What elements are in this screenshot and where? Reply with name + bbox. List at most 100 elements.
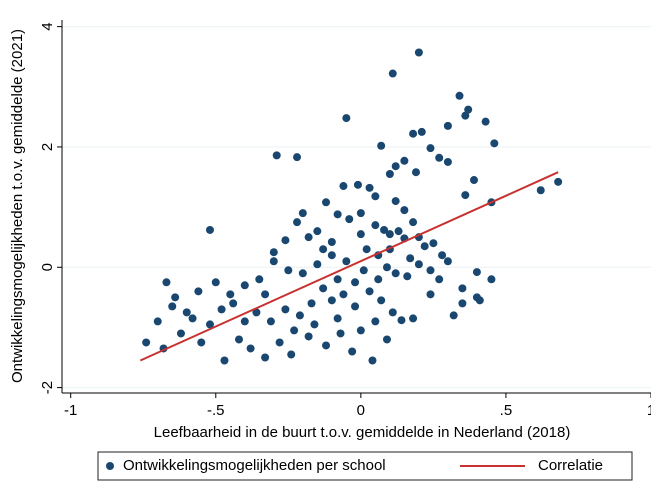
scatter-point	[391, 269, 400, 278]
scatter-point	[269, 257, 278, 266]
scatter-point	[435, 153, 444, 162]
scatter-point	[385, 170, 394, 179]
scatter-point	[472, 268, 481, 277]
scatter-point	[188, 314, 197, 323]
scatter-point	[371, 221, 380, 230]
scatter-point	[261, 353, 270, 362]
scatter-point	[426, 290, 435, 299]
scatter-point	[464, 105, 473, 114]
scatter-point	[426, 144, 435, 153]
scatter-point	[356, 326, 365, 335]
scatter-point	[313, 227, 322, 236]
scatter-point	[211, 278, 220, 287]
scatter-point	[162, 278, 171, 287]
scatter-point	[461, 191, 470, 200]
scatter-point	[339, 182, 348, 191]
scatter-point	[388, 308, 397, 317]
scatter-point	[426, 266, 435, 275]
scatter-point	[287, 350, 296, 359]
scatter-point	[371, 192, 380, 201]
scatter-point	[229, 299, 238, 308]
scatter-point	[371, 317, 380, 326]
scatter-point	[327, 251, 336, 260]
scatter-point	[397, 316, 406, 325]
x-tick-label: .5	[500, 402, 513, 419]
scatter-point	[240, 281, 249, 290]
scatter-point	[319, 245, 328, 254]
scatter-point	[272, 151, 281, 160]
legend-label: Correlatie	[538, 457, 603, 474]
scatter-point	[554, 177, 563, 186]
scatter-point	[345, 215, 354, 224]
scatter-point	[377, 296, 386, 305]
scatter-point	[284, 266, 293, 275]
scatter-point	[293, 218, 302, 227]
y-tick-label: 2	[39, 143, 56, 151]
scatter-point	[409, 314, 418, 323]
scatter-point	[281, 305, 290, 314]
scatter-point	[429, 239, 438, 248]
x-tick-label: -1	[64, 402, 77, 419]
scatter-point	[461, 111, 470, 120]
scatter-point	[487, 275, 496, 284]
scatter-point	[420, 242, 429, 251]
scatter-point	[205, 320, 214, 329]
x-tick-label: 0	[357, 402, 365, 419]
scatter-point	[298, 269, 307, 278]
fit-line	[139, 171, 559, 362]
scatter-point	[356, 230, 365, 239]
scatter-point	[220, 356, 229, 365]
scatter-point	[443, 257, 452, 266]
scatter-point	[307, 299, 316, 308]
scatter-point	[295, 311, 304, 320]
scatter-point	[194, 287, 203, 296]
scatter-point	[382, 335, 391, 344]
scatter-point	[327, 237, 336, 246]
scatter-point	[281, 236, 290, 245]
scatter-point	[377, 141, 386, 150]
scatter-point	[458, 299, 467, 308]
scatter-point	[368, 356, 377, 365]
scatter-point	[153, 317, 162, 326]
scatter-point	[438, 251, 447, 260]
scatter-point	[240, 317, 249, 326]
scatter-point	[304, 332, 313, 341]
scatter-point	[293, 153, 302, 162]
scatter-point	[400, 156, 409, 165]
scatter-point	[304, 233, 313, 242]
scatter-point	[142, 338, 151, 347]
scatter-point	[319, 284, 328, 293]
scatter-point	[322, 198, 331, 207]
legend-label: Ontwikkelingsmogelijkheden per school	[123, 457, 386, 474]
scatter-point	[365, 287, 374, 296]
scatter-point	[359, 266, 368, 275]
scatter-point	[269, 248, 278, 257]
scatter-point	[176, 329, 185, 338]
scatter-point	[252, 308, 261, 317]
scatter-point	[342, 114, 351, 123]
scatter-point	[417, 127, 426, 136]
legend-box	[97, 451, 633, 481]
scatter-point	[348, 347, 357, 356]
scatter-point	[443, 157, 452, 166]
scatter-point	[414, 260, 423, 269]
scatter-point	[455, 91, 464, 100]
scatter-point	[475, 296, 484, 305]
scatter-point	[435, 275, 444, 284]
scatter-point	[298, 209, 307, 218]
x-tick-label: -.5	[207, 402, 225, 419]
scatter-point	[266, 317, 275, 326]
scatter-point	[403, 272, 412, 281]
scatter-point	[310, 320, 319, 329]
scatter-point	[322, 341, 331, 350]
legend-marker	[106, 462, 114, 470]
scatter-point	[391, 162, 400, 171]
scatter-point	[380, 225, 389, 234]
scatter-point	[411, 168, 420, 177]
scatter-point	[182, 308, 191, 317]
scatter-point	[333, 210, 342, 219]
scatter-point	[490, 139, 499, 148]
scatter-point	[458, 284, 467, 293]
scatter-point	[290, 326, 299, 335]
